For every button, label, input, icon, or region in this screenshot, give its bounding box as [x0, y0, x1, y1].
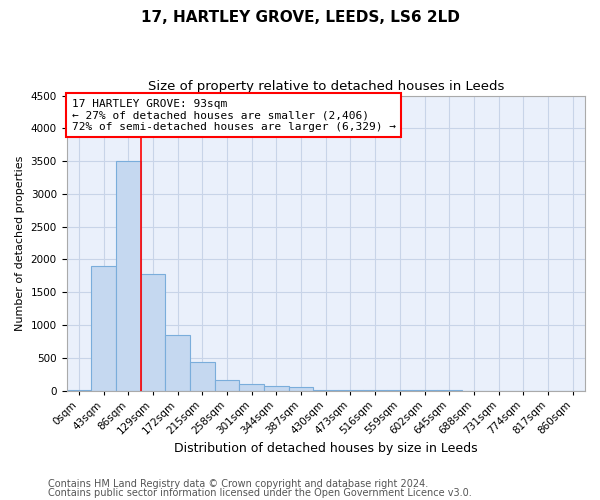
Bar [289, 387, 313, 390]
Text: Contains HM Land Registry data © Crown copyright and database right 2024.: Contains HM Land Registry data © Crown c… [48, 479, 428, 489]
X-axis label: Distribution of detached houses by size in Leeds: Distribution of detached houses by size … [174, 442, 478, 455]
Text: 17, HARTLEY GROVE, LEEDS, LS6 2LD: 17, HARTLEY GROVE, LEEDS, LS6 2LD [140, 10, 460, 25]
Bar [239, 384, 264, 390]
Text: 17 HARTLEY GROVE: 93sqm
← 27% of detached houses are smaller (2,406)
72% of semi: 17 HARTLEY GROVE: 93sqm ← 27% of detache… [72, 98, 396, 132]
Bar [140, 274, 165, 390]
Bar [215, 380, 239, 390]
Title: Size of property relative to detached houses in Leeds: Size of property relative to detached ho… [148, 80, 504, 93]
Text: Contains public sector information licensed under the Open Government Licence v3: Contains public sector information licen… [48, 488, 472, 498]
Bar [116, 161, 140, 390]
Y-axis label: Number of detached properties: Number of detached properties [15, 156, 25, 330]
Bar [190, 362, 215, 390]
Bar [91, 266, 116, 390]
Bar [264, 386, 289, 390]
Bar [165, 336, 190, 390]
